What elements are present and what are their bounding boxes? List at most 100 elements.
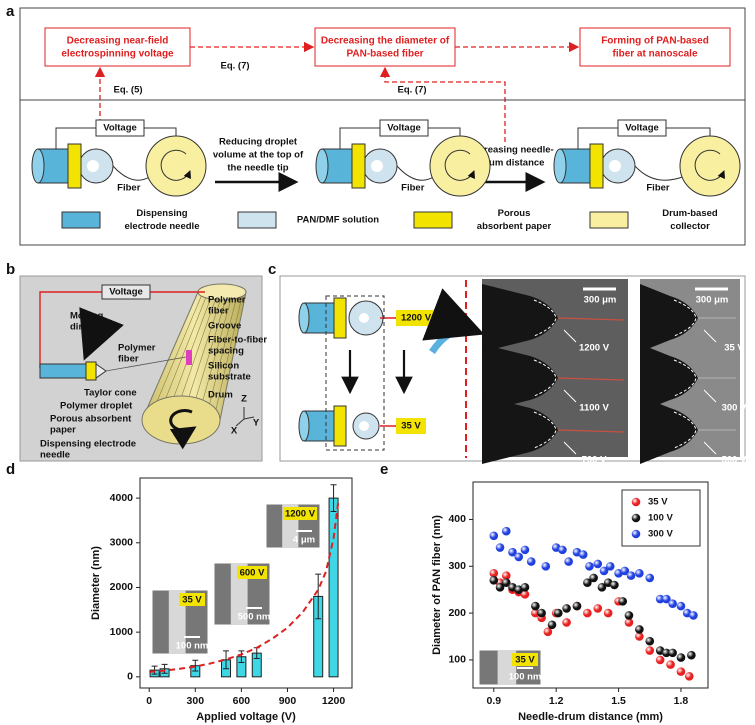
droplet-outline xyxy=(533,411,557,449)
point xyxy=(662,648,671,658)
wire xyxy=(144,127,177,136)
legend-text: 35 V xyxy=(648,497,668,508)
absorbent-paper xyxy=(333,405,347,447)
x-tick-label: 300 xyxy=(187,695,205,707)
panel-frame xyxy=(279,275,746,462)
annotation: X xyxy=(231,426,238,437)
point xyxy=(562,604,571,613)
needle xyxy=(39,363,89,379)
inset-tag xyxy=(237,566,267,579)
droplet-outline xyxy=(673,411,697,449)
point xyxy=(666,660,675,669)
droplet-outline xyxy=(533,299,557,337)
point xyxy=(547,620,557,630)
scale-label: 300 μm xyxy=(584,295,617,306)
inset-tag xyxy=(283,507,317,520)
point xyxy=(495,583,505,592)
y-axis-title: Diameter (nm) xyxy=(90,546,102,620)
point xyxy=(593,559,603,569)
y-tick-label: 1000 xyxy=(110,626,134,638)
inset-tag-text: 35 V xyxy=(515,655,535,666)
droplet-core xyxy=(87,160,99,172)
y-tick-label: 2000 xyxy=(110,581,134,593)
leader xyxy=(563,441,577,455)
needle xyxy=(303,410,339,442)
moving-arrow xyxy=(79,307,124,361)
voltage-label: 1100 V xyxy=(579,403,609,414)
step-text: the needle tip xyxy=(227,163,288,174)
annotation: Polymer droplet xyxy=(60,401,133,412)
legend-text: 100 V xyxy=(648,513,673,524)
annotation: Voltage xyxy=(109,287,143,298)
goal-text: Decreasing near-field xyxy=(67,36,169,47)
droplet-outline xyxy=(673,359,697,397)
absorbent-paper xyxy=(67,143,82,189)
groove xyxy=(157,291,209,419)
annotation: needle xyxy=(40,450,70,461)
droplet-core xyxy=(359,421,369,431)
annotation: fiber xyxy=(208,306,229,317)
equation: Eq. (7) xyxy=(397,85,426,96)
drum xyxy=(145,135,207,197)
annotation: Silicon xyxy=(208,361,239,372)
droplet-image xyxy=(640,284,698,352)
annotation: spacing xyxy=(208,346,244,357)
annotation: paper xyxy=(50,425,76,436)
x-tick-label: 0 xyxy=(146,695,152,707)
wire xyxy=(39,291,102,368)
droplet-image xyxy=(482,396,558,464)
fiber-label: Fiber xyxy=(401,183,425,194)
point xyxy=(662,594,671,604)
inset-fiber xyxy=(497,650,517,685)
legend-text: electrode needle xyxy=(125,221,200,232)
leader xyxy=(703,441,717,455)
droplet-core xyxy=(371,160,383,172)
needle-end xyxy=(298,302,310,334)
point xyxy=(618,597,628,606)
equation: Eq. (7) xyxy=(220,61,249,72)
droplet-image xyxy=(482,284,558,352)
droplet-outline xyxy=(673,299,697,337)
absorbent-paper xyxy=(333,297,347,339)
point xyxy=(635,625,644,634)
annotation: Polymer xyxy=(118,343,156,354)
point xyxy=(495,543,505,552)
droplet-image xyxy=(640,396,698,464)
x-tick-label: 900 xyxy=(279,695,297,707)
point xyxy=(645,636,655,646)
point xyxy=(572,601,582,611)
voltage-label: 500 V xyxy=(722,455,747,466)
annotation: Z xyxy=(241,394,247,405)
point xyxy=(531,608,540,618)
goal-box xyxy=(44,27,191,67)
voltage-label: 35 V xyxy=(724,343,744,354)
point xyxy=(676,667,686,676)
legend-marker xyxy=(631,529,641,539)
annotation: Polymer xyxy=(208,295,246,306)
point xyxy=(597,583,607,592)
annotation: Groove xyxy=(208,321,241,332)
rotation xyxy=(694,149,726,181)
fiber xyxy=(105,356,187,372)
point xyxy=(624,618,634,627)
legend-text: PAN/DMF solution xyxy=(297,215,379,226)
y-tick-label: 400 xyxy=(448,513,466,525)
goal-text: PAN-based fiber xyxy=(346,49,423,60)
point xyxy=(526,557,536,566)
goal-box xyxy=(314,27,456,67)
voltage-box xyxy=(379,119,429,137)
point xyxy=(489,531,499,541)
point xyxy=(635,632,644,641)
point xyxy=(489,576,499,585)
drum xyxy=(429,135,491,197)
groove xyxy=(213,291,244,419)
step-text: volume at the top of xyxy=(213,150,304,161)
legend-marker xyxy=(631,497,641,507)
voltage-label: Voltage xyxy=(103,123,137,134)
leader xyxy=(563,389,577,403)
x-tick-label: 1.5 xyxy=(611,695,626,707)
panel-label: b xyxy=(6,261,15,278)
annotation: Drum xyxy=(208,390,233,401)
x-tick-label: 1.2 xyxy=(549,695,564,707)
fiber-label: Fiber xyxy=(646,183,670,194)
